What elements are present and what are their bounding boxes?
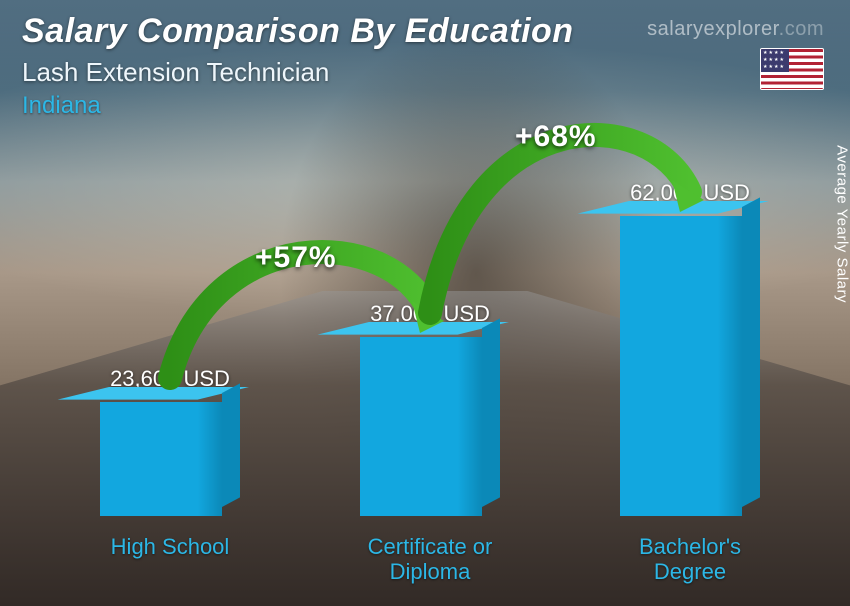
increase-label: +57%: [255, 241, 337, 275]
y-axis-label: Average Yearly Salary: [834, 145, 850, 303]
bar-label: Bachelor'sDegree: [600, 534, 780, 588]
watermark-tld: .com: [779, 18, 824, 40]
page-subtitle: Lash Extension Technician: [22, 57, 828, 88]
bar-label: Certificate orDiploma: [340, 534, 520, 588]
increase-label: +68%: [515, 120, 597, 154]
bar-label: High School: [80, 534, 260, 588]
watermark-brand: salaryexplorer: [647, 18, 779, 40]
flag-icon: [760, 48, 824, 90]
bar-chart: 23,600 USDHigh School37,000 USDCertifica…: [40, 160, 790, 588]
watermark: salaryexplorer.com: [647, 18, 824, 41]
